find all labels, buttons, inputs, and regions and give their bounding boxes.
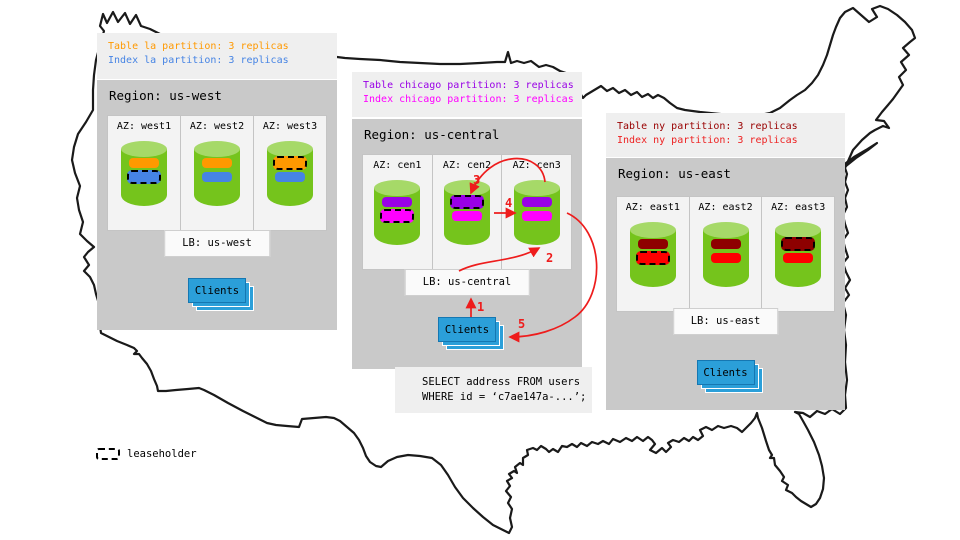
az-label: AZ: east1 bbox=[625, 202, 680, 213]
index-replica-bar bbox=[202, 172, 232, 182]
region-title: Region: us-west bbox=[109, 88, 222, 103]
replica-bars bbox=[444, 195, 490, 221]
leaseholder-label: leaseholder bbox=[127, 448, 197, 460]
az-row: AZ: west1 AZ: west2 AZ: bbox=[107, 115, 327, 231]
index-replica-bar bbox=[710, 253, 741, 263]
index-replica-bar bbox=[275, 172, 305, 182]
long-island-outline bbox=[844, 141, 879, 168]
partition-annotation-central: Table chicago partition: 3 replicas Inde… bbox=[352, 72, 582, 117]
table-replica-bar bbox=[710, 239, 741, 249]
partition-annotation-east: Table ny partition: 3 replicas Index ny … bbox=[606, 113, 845, 157]
table-partition-note: Table ny partition: 3 replicas bbox=[617, 121, 798, 132]
clients-button-face: Clients bbox=[696, 360, 755, 385]
index-replica-bar bbox=[635, 251, 670, 265]
replica-bars bbox=[267, 156, 313, 182]
az-label: AZ: cen1 bbox=[373, 160, 422, 171]
az-label: AZ: west3 bbox=[262, 121, 318, 132]
az-cen3: AZ: cen3 bbox=[501, 154, 573, 270]
clients-us-central: Clients bbox=[438, 317, 504, 350]
index-replica-bar bbox=[783, 253, 814, 263]
az-row: AZ: east1 AZ: east2 AZ: bbox=[616, 196, 836, 312]
replica-bars bbox=[194, 158, 240, 182]
index-partition-note: Index la partition: 3 replicas bbox=[108, 55, 289, 66]
cylinder-top bbox=[267, 141, 313, 157]
partition-annotation-west: Table la partition: 3 replicas Index la … bbox=[97, 33, 337, 79]
clients-us-west: Clients bbox=[188, 278, 254, 311]
db-node-cylinder bbox=[444, 180, 490, 245]
leaseholder-legend: leaseholder bbox=[96, 448, 197, 460]
az-west3: AZ: west3 bbox=[253, 115, 327, 231]
replica-bars bbox=[703, 239, 749, 263]
az-label: AZ: east3 bbox=[771, 202, 826, 213]
region-title: Region: us-east bbox=[618, 166, 731, 181]
table-replica-bar bbox=[202, 158, 232, 168]
table-partition-note: Table chicago partition: 3 replicas bbox=[363, 80, 574, 91]
table-replica-bar bbox=[382, 197, 413, 207]
region-us-central: Region: us-central AZ: cen1 AZ: cen2 bbox=[352, 119, 582, 369]
db-node-cylinder bbox=[374, 180, 421, 245]
index-replica-bar bbox=[521, 211, 552, 221]
db-node-cylinder bbox=[629, 222, 676, 287]
az-label: AZ: west1 bbox=[116, 121, 172, 132]
replica-bars bbox=[374, 197, 420, 223]
load-balancer-us-central: LB: us-central bbox=[404, 269, 530, 296]
az-row: AZ: cen1 AZ: cen2 AZ: ce bbox=[362, 154, 573, 270]
az-east3: AZ: east3 bbox=[761, 196, 836, 312]
cylinder-top bbox=[775, 222, 822, 238]
leaseholder-dashed-icon bbox=[96, 448, 120, 460]
cylinder-top bbox=[513, 180, 560, 196]
cylinder-top bbox=[374, 180, 421, 196]
clients-us-east: Clients bbox=[696, 360, 763, 393]
db-node-cylinder bbox=[702, 222, 749, 287]
index-replica-bar bbox=[452, 211, 482, 221]
sql-query-line1: SELECT address FROM users bbox=[422, 376, 581, 388]
az-cen1: AZ: cen1 bbox=[362, 154, 433, 270]
index-replica-bar bbox=[380, 209, 415, 223]
sql-query-line2: WHERE id = ‘c7ae147a-...’; bbox=[422, 391, 587, 403]
replica-bars bbox=[514, 197, 560, 221]
region-title: Region: us-central bbox=[364, 127, 500, 142]
table-replica-bar bbox=[129, 158, 159, 168]
db-node-cylinder bbox=[121, 141, 167, 206]
az-west2: AZ: west2 bbox=[180, 115, 254, 231]
az-label: AZ: east2 bbox=[698, 202, 753, 213]
db-node-cylinder bbox=[267, 141, 313, 206]
sql-query-box: SELECT address FROM users WHERE id = ‘c7… bbox=[395, 367, 592, 413]
table-replica-bar bbox=[273, 156, 307, 170]
cylinder-top bbox=[629, 222, 676, 238]
us-continental-outline bbox=[70, 4, 917, 535]
region-us-west: Region: us-west AZ: west1 AZ: west2 bbox=[97, 80, 337, 330]
replica-bars bbox=[630, 239, 676, 265]
cylinder-top bbox=[702, 222, 749, 238]
cylinder-top bbox=[444, 180, 490, 196]
az-label: AZ: west2 bbox=[189, 121, 245, 132]
cylinder-top bbox=[121, 141, 167, 157]
table-replica-bar bbox=[450, 195, 484, 209]
table-replica-bar bbox=[781, 237, 816, 251]
index-replica-bar bbox=[127, 170, 161, 184]
clients-button-face: Clients bbox=[438, 317, 496, 342]
index-partition-note: Index chicago partition: 3 replicas bbox=[363, 94, 574, 105]
load-balancer-us-west: LB: us-west bbox=[164, 230, 270, 257]
replica-bars bbox=[775, 237, 821, 263]
load-balancer-us-east: LB: us-east bbox=[672, 308, 779, 335]
az-label: AZ: cen3 bbox=[512, 160, 561, 171]
replica-bars bbox=[121, 158, 167, 184]
az-east1: AZ: east1 bbox=[616, 196, 690, 312]
region-us-east: Region: us-east AZ: east1 AZ: east2 bbox=[606, 158, 845, 410]
az-west1: AZ: west1 bbox=[107, 115, 181, 231]
cylinder-top bbox=[194, 141, 240, 157]
db-node-cylinder bbox=[775, 222, 822, 287]
az-cen2: AZ: cen2 bbox=[431, 154, 503, 270]
az-east2: AZ: east2 bbox=[688, 196, 763, 312]
clients-button-face: Clients bbox=[188, 278, 246, 303]
az-label: AZ: cen2 bbox=[442, 160, 492, 171]
db-node-cylinder bbox=[513, 180, 560, 245]
index-partition-note: Index ny partition: 3 replicas bbox=[617, 135, 798, 146]
table-replica-bar bbox=[521, 197, 552, 207]
table-replica-bar bbox=[637, 239, 668, 249]
db-node-cylinder bbox=[194, 141, 240, 206]
table-partition-note: Table la partition: 3 replicas bbox=[108, 41, 289, 52]
